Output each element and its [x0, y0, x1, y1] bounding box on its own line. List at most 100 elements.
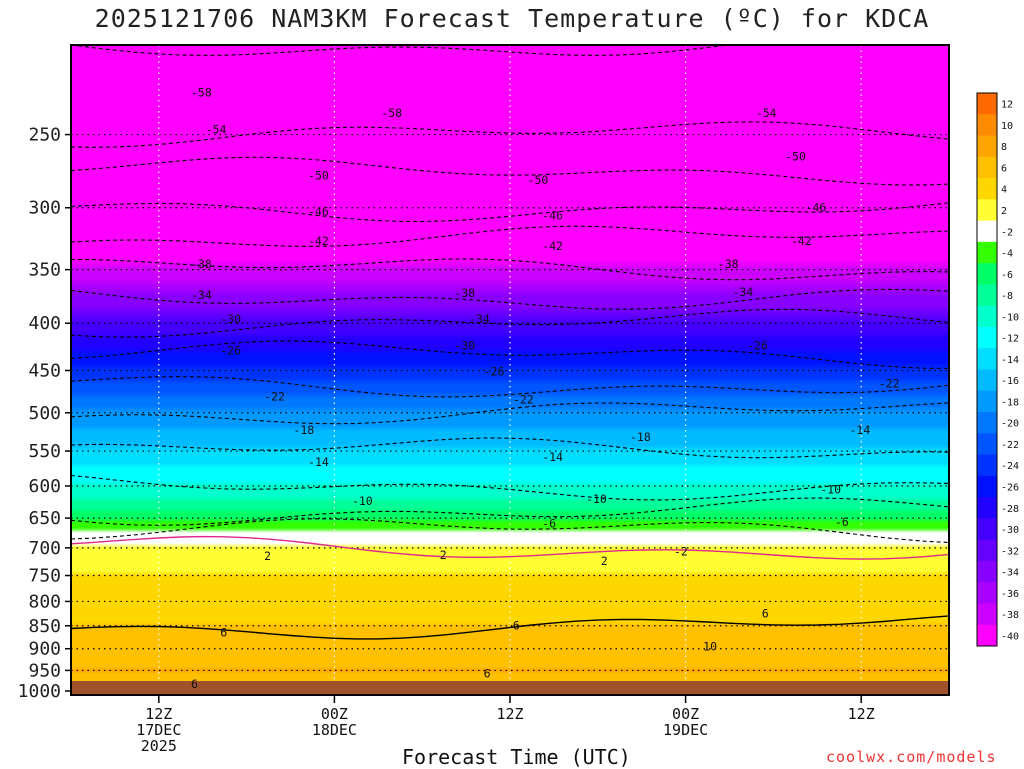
y-tick-label: 650: [28, 508, 61, 529]
contour-label: -30: [220, 312, 241, 326]
x-tick-label: 19DEC: [663, 721, 708, 739]
colorbar-swatch: [977, 241, 997, 264]
colorbar-label: -14: [1001, 355, 1019, 366]
y-tick-label: 1000: [18, 681, 61, 702]
contour-label: -22: [264, 389, 285, 403]
colorbar-label: -28: [1001, 504, 1019, 515]
contour-label: -6: [835, 515, 849, 529]
contour-label: -22: [513, 393, 534, 407]
y-tick-label: 900: [28, 639, 61, 660]
x-tick-label: 00Z: [321, 705, 348, 723]
chart-title: 2025121706 NAM3KM Forecast Temperature (…: [94, 4, 930, 33]
contour-label: -10: [820, 482, 841, 496]
colorbar-swatch: [977, 156, 997, 179]
contour-label: 10: [703, 639, 717, 653]
contour-label: -10: [586, 492, 607, 506]
y-tick-label: 800: [28, 591, 61, 612]
colorbar-label: -30: [1001, 525, 1019, 536]
contour-label: -30: [454, 339, 475, 353]
plot-clip: [71, 45, 949, 695]
colorbar-label: -26: [1001, 482, 1019, 493]
colorbar-label: -6: [1001, 270, 1013, 281]
colorbar-swatch: [977, 475, 997, 498]
colorbar-swatch: [977, 369, 997, 392]
colorbar-label: 6: [1001, 163, 1007, 174]
contour-label: -26: [220, 343, 241, 357]
contour-label: -34: [732, 285, 753, 299]
colorbar-label: -8: [1001, 291, 1013, 302]
contour-label: -42: [791, 234, 812, 248]
contour-label: 2: [264, 549, 271, 563]
y-tick-label: 250: [28, 125, 61, 146]
y-axis: 2503003504004505005506006507007508008509…: [18, 125, 71, 702]
credit-link[interactable]: coolwx.com/models: [826, 748, 997, 766]
contour-label: -38: [191, 257, 212, 271]
contour-label: 6: [762, 606, 769, 620]
contour-label: -14: [308, 455, 329, 469]
colorbar-label: -34: [1001, 568, 1019, 579]
contour-label: -50: [528, 173, 549, 187]
contour-label: -46: [308, 205, 329, 219]
colorbar-swatch: [977, 135, 997, 158]
colorbar-swatch: [977, 199, 997, 222]
y-tick-label: 750: [28, 566, 61, 587]
y-tick-label: 300: [28, 198, 61, 219]
contour-label: -34: [191, 288, 212, 302]
contour-label: 6: [191, 677, 198, 691]
colorbar-swatch: [977, 624, 997, 647]
y-tick-label: 400: [28, 313, 61, 334]
colorbar-label: -36: [1001, 589, 1019, 600]
contour-label: -34: [469, 312, 490, 326]
colorbar-swatch: [977, 284, 997, 307]
colorbar-label: -32: [1001, 546, 1019, 557]
contour-lines: [71, 45, 949, 640]
contour-label: -58: [191, 85, 212, 99]
contour-label: -38: [454, 286, 475, 300]
x-axis-title: Forecast Time (UTC): [402, 745, 631, 769]
contour-label: -10: [352, 494, 373, 508]
y-tick-label: 450: [28, 360, 61, 381]
contour-label: -22: [879, 377, 900, 391]
colorbar-label: -10: [1001, 312, 1019, 323]
contour-label: 6: [220, 625, 227, 639]
x-tick-label: 18DEC: [312, 721, 357, 739]
colorbar-label: 4: [1001, 185, 1007, 196]
contour-label: -2: [674, 544, 688, 558]
contour-label: -18: [293, 423, 314, 437]
y-tick-label: 500: [28, 403, 61, 424]
contour-label: -14: [542, 450, 563, 464]
colorbar-swatch: [977, 220, 997, 243]
colorbar-label: -4: [1001, 249, 1013, 260]
contour-label: -42: [542, 239, 563, 253]
x-tick-label: 12Z: [145, 705, 172, 723]
contour-labels: -58 -58 -54 -54 -50 -50 -50 -46 -46 -46 -42 -42 -42 -…: [191, 85, 900, 691]
colorbar-swatch: [977, 263, 997, 285]
colorbar-label: -12: [1001, 334, 1019, 345]
x-tick-label: 12Z: [848, 705, 875, 723]
y-tick-label: 600: [28, 476, 61, 497]
contour-line--2: [71, 518, 949, 544]
colorbar-swatch: [977, 518, 997, 541]
y-tick-label: 350: [28, 260, 61, 281]
contour-label: 2: [440, 548, 447, 562]
contour-label: -46: [542, 209, 563, 223]
contour-label: -50: [785, 149, 806, 163]
colorbar-swatch: [977, 412, 997, 434]
x-tick-label: 12Z: [496, 705, 523, 723]
x-tick-label: 2025: [141, 737, 177, 755]
colorbar-label: -40: [1001, 631, 1019, 642]
colorbar-swatch: [977, 433, 997, 456]
contour-line-2: [71, 535, 949, 560]
contour-label: 2: [601, 554, 608, 568]
contour-label: -26: [747, 339, 768, 353]
colorbar-swatch: [977, 560, 997, 583]
contour-label: -54: [756, 106, 777, 120]
colorbar-swatch: [977, 454, 997, 477]
colorbar-swatch: [977, 603, 997, 626]
colorbar-swatch: [977, 582, 997, 604]
colorbar-label: 8: [1001, 142, 1007, 153]
colorbar-label: -38: [1001, 610, 1019, 621]
contour-label: -58: [381, 106, 402, 120]
